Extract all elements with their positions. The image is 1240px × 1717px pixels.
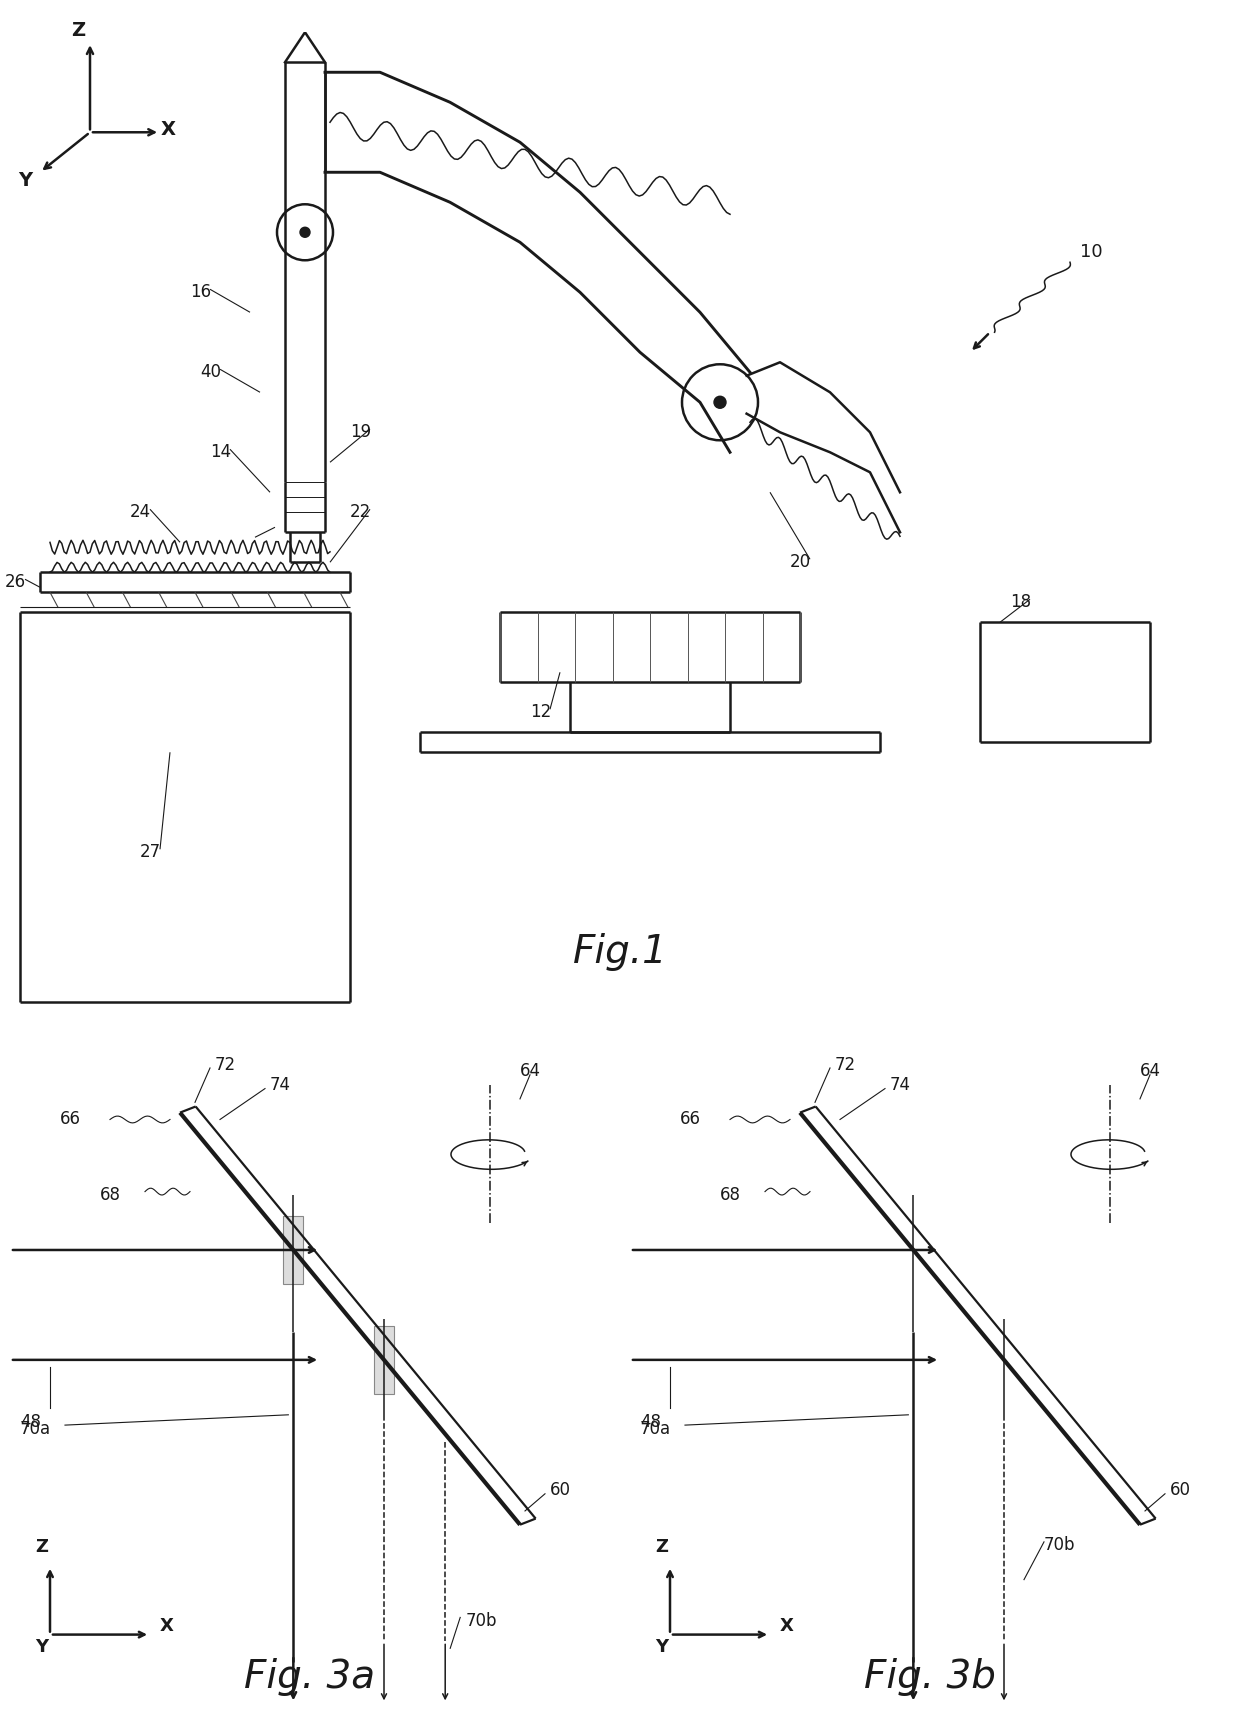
Text: 70a: 70a: [640, 1420, 671, 1437]
Text: 27: 27: [140, 843, 161, 862]
Text: 10: 10: [1080, 244, 1102, 261]
Text: 68: 68: [100, 1186, 122, 1204]
Text: 48: 48: [640, 1413, 661, 1430]
Text: 22: 22: [350, 503, 371, 522]
Text: Fig. 3b: Fig. 3b: [864, 1659, 996, 1696]
Bar: [283, 1216, 304, 1284]
Text: Y: Y: [655, 1638, 668, 1655]
Circle shape: [300, 227, 310, 237]
Text: 66: 66: [60, 1111, 81, 1128]
Text: 20: 20: [790, 553, 811, 572]
Text: 70b: 70b: [1044, 1537, 1075, 1554]
Text: 70b: 70b: [465, 1612, 497, 1629]
Text: Z: Z: [71, 21, 86, 39]
Text: 72: 72: [215, 1056, 236, 1073]
Text: 72: 72: [835, 1056, 856, 1073]
Text: 74: 74: [270, 1077, 291, 1094]
Text: 48: 48: [20, 1413, 41, 1430]
Text: 70a: 70a: [20, 1420, 51, 1437]
Text: 18: 18: [1011, 594, 1032, 611]
Text: X: X: [160, 120, 176, 139]
Text: Y: Y: [17, 170, 32, 191]
Text: 60: 60: [551, 1482, 570, 1499]
Text: 16: 16: [190, 283, 211, 300]
Text: 14: 14: [210, 443, 231, 462]
Text: 64: 64: [1140, 1063, 1161, 1080]
Text: Z: Z: [35, 1538, 48, 1556]
Text: 74: 74: [890, 1077, 911, 1094]
Text: 60: 60: [1171, 1482, 1190, 1499]
Text: 12: 12: [529, 704, 552, 721]
Text: X: X: [780, 1617, 794, 1635]
Text: Y: Y: [35, 1638, 48, 1655]
Text: 40: 40: [200, 364, 221, 381]
Text: X: X: [160, 1617, 174, 1635]
Text: Fig. 3a: Fig. 3a: [244, 1659, 376, 1696]
Circle shape: [714, 397, 725, 409]
Text: 68: 68: [720, 1186, 742, 1204]
Text: Z: Z: [655, 1538, 668, 1556]
Text: Fig.1: Fig.1: [573, 934, 667, 972]
Text: 24: 24: [130, 503, 151, 522]
Text: 26: 26: [5, 573, 26, 591]
Text: 66: 66: [680, 1111, 701, 1128]
Text: 19: 19: [350, 424, 371, 441]
Bar: [374, 1326, 394, 1394]
Text: 64: 64: [520, 1063, 541, 1080]
